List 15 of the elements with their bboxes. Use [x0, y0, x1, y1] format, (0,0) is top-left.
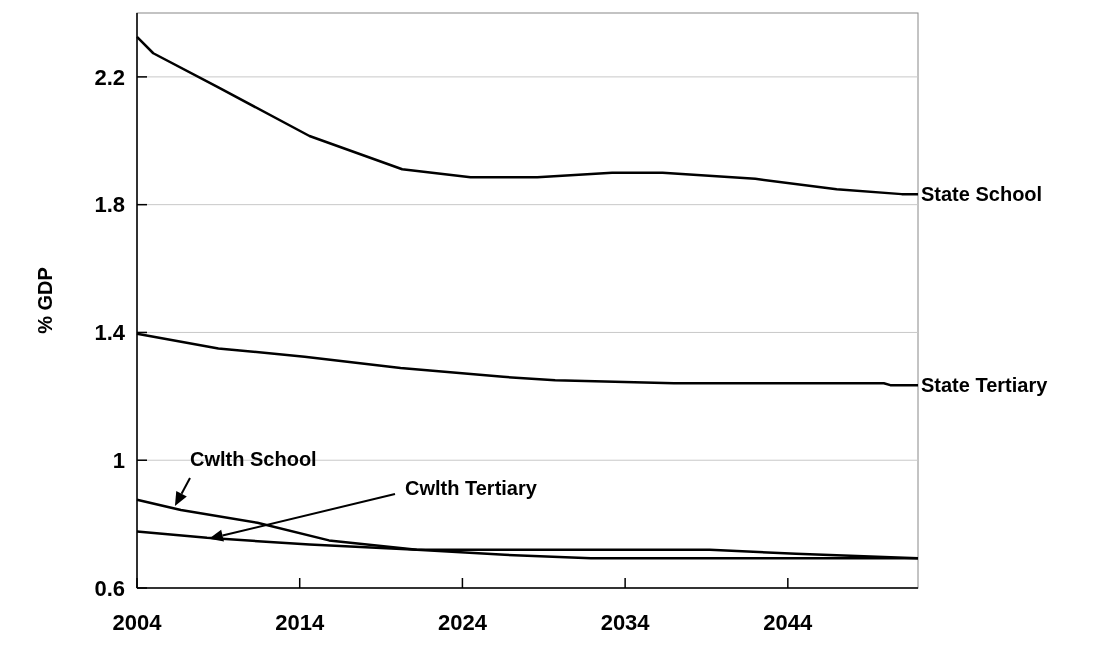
y-tick-label: 2.2 [94, 64, 125, 90]
text: Cwlth School [190, 448, 317, 470]
y-tick-label: 1 [112, 447, 125, 473]
series-label: State School [921, 183, 1043, 206]
x-tick-label: 2024 [437, 610, 488, 635]
x-tick-label: 2034 [600, 610, 651, 635]
series-label: State Tertiary [921, 374, 1049, 397]
x-tick-label: 2044 [763, 610, 814, 635]
x-tick-label: 2014 [275, 610, 325, 635]
x-tick-label: 2004 [112, 610, 163, 635]
y-axis-title: % GDP [34, 267, 56, 334]
y-tick-label: 1.8 [94, 192, 125, 218]
y-tick-label: 1.4 [94, 320, 126, 346]
y-tick-label: 0.6 [94, 575, 125, 601]
text: Cwlth Tertiary [405, 477, 538, 499]
